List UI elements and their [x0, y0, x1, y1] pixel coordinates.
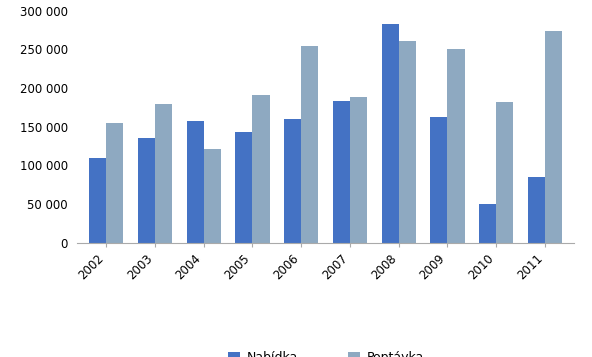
- Bar: [430, 117, 448, 243]
- Bar: [479, 204, 496, 243]
- Bar: [236, 132, 252, 243]
- Bar: [399, 41, 416, 243]
- Bar: [545, 31, 562, 243]
- Bar: [186, 121, 204, 243]
- Bar: [106, 123, 123, 243]
- Bar: [333, 101, 350, 243]
- Bar: [89, 158, 106, 243]
- Bar: [252, 95, 269, 243]
- Bar: [284, 119, 301, 243]
- Bar: [528, 177, 545, 243]
- Bar: [204, 149, 221, 243]
- Bar: [301, 46, 318, 243]
- Bar: [382, 24, 399, 243]
- Bar: [448, 49, 465, 243]
- Bar: [155, 104, 172, 243]
- Bar: [350, 96, 367, 243]
- Bar: [496, 102, 513, 243]
- Bar: [138, 138, 155, 243]
- Legend: Nabídka, Poptávka: Nabídka, Poptávka: [223, 347, 429, 357]
